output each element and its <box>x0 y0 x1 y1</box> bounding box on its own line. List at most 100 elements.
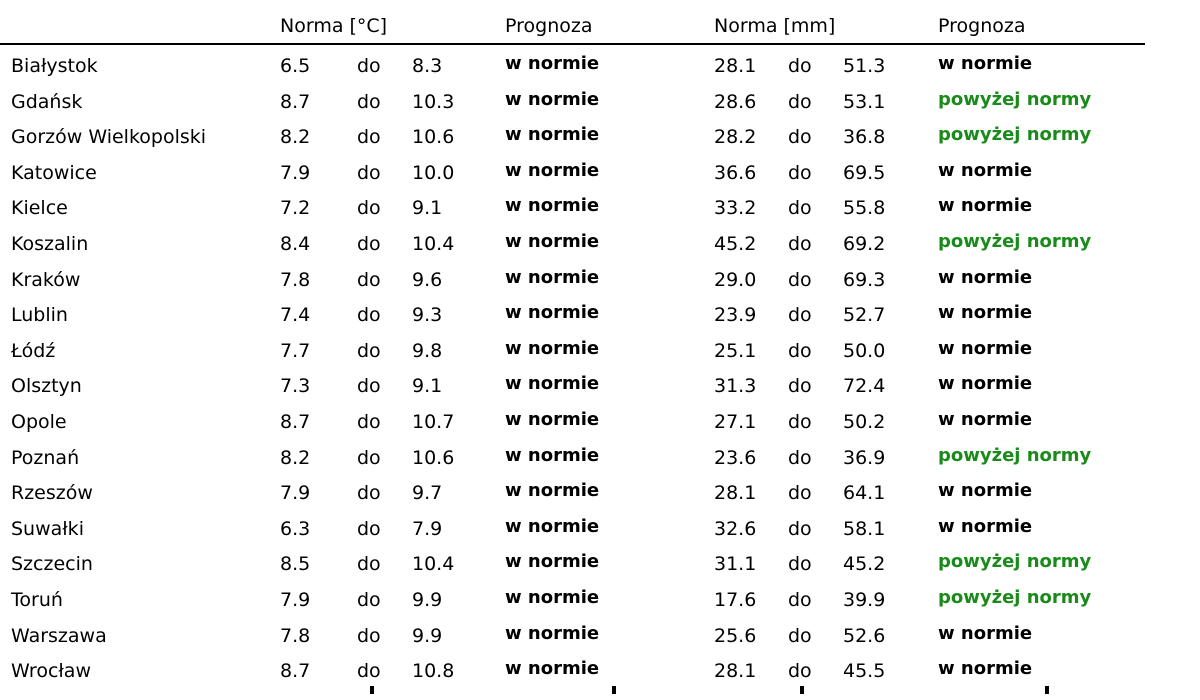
precip-forecast: w normie <box>938 622 1033 644</box>
temp-range-word: do <box>357 446 381 469</box>
temp-range-word: do <box>357 55 381 77</box>
precip-range-word: do <box>788 126 812 149</box>
temp-norm-max: 9.8 <box>412 339 443 362</box>
temp-range-word: do <box>357 268 381 291</box>
precip-norm-min: 28.1 <box>714 482 757 505</box>
temp-norm-min: 8.7 <box>280 90 311 113</box>
precip-norm-min: 25.6 <box>714 624 757 647</box>
temp-forecast: w normie <box>505 409 600 430</box>
temp-norm-max: 9.9 <box>412 589 443 611</box>
temp-range-word: do <box>357 375 381 398</box>
temp-norm-max: 9.9 <box>412 624 443 647</box>
temp-range-word: do <box>357 304 381 327</box>
header-precip-forecast: Prognoza <box>938 15 1026 37</box>
table-row: Gdańsk 8.7 do 10.3 w normie 28.6 do 53.1 powyżej… <box>0 84 1200 120</box>
precip-norm-min: 28.1 <box>714 660 757 683</box>
temp-forecast: w normie <box>505 373 600 395</box>
precip-norm-max: 50.0 <box>843 339 886 362</box>
precip-forecast: powyżej normy <box>938 444 1092 466</box>
table-row: Lublin 7.4 do 9.3 w normie 23.9 do 52.7 w normie <box>0 297 1200 333</box>
table-row: Toruń 7.9 do 9.9 w normie 17.6 do 39.9 powyżej n… <box>0 582 1200 618</box>
precip-norm-max: 64.1 <box>843 482 886 505</box>
precip-norm-min: 28.1 <box>714 55 757 77</box>
city-name: Białystok <box>11 55 98 77</box>
city-name: Szczecin <box>11 553 93 576</box>
temp-forecast: w normie <box>505 622 600 644</box>
table-row: Suwałki 6.3 do 7.9 w normie 32.6 do 58.1 w normi… <box>0 511 1200 547</box>
temp-range-word: do <box>357 589 381 611</box>
temp-range-word: do <box>357 233 381 255</box>
temp-norm-max: 7.9 <box>412 517 443 540</box>
precip-range-word: do <box>788 339 812 362</box>
table-row: Szczecin 8.5 do 10.4 w normie 31.1 do 45.2 powyż… <box>0 546 1200 582</box>
precip-norm-max: 45.2 <box>843 553 886 576</box>
temp-forecast: w normie <box>505 444 600 466</box>
temp-forecast: w normie <box>505 480 600 502</box>
precip-norm-min: 23.9 <box>714 304 757 327</box>
city-name: Kraków <box>11 268 81 291</box>
temp-norm-min: 7.9 <box>280 482 311 505</box>
temp-range-word: do <box>357 161 381 184</box>
temp-norm-min: 8.2 <box>280 446 311 469</box>
temp-norm-max: 9.1 <box>412 197 443 220</box>
city-name: Opole <box>11 411 67 433</box>
temp-norm-max: 10.4 <box>412 233 455 255</box>
temp-norm-min: 7.8 <box>280 624 311 647</box>
city-name: Wrocław <box>11 660 91 683</box>
precip-norm-min: 31.1 <box>714 553 757 576</box>
header-precip-norm: Norma [mm] <box>714 15 836 37</box>
precip-range-word: do <box>788 482 812 505</box>
temp-norm-min: 7.2 <box>280 197 311 220</box>
temp-norm-min: 8.5 <box>280 553 311 576</box>
temp-range-word: do <box>357 339 381 362</box>
precip-norm-max: 55.8 <box>843 197 886 220</box>
city-name: Poznań <box>11 446 80 469</box>
temp-norm-max: 10.7 <box>412 411 455 433</box>
temp-forecast: w normie <box>505 515 600 537</box>
precip-forecast: w normie <box>938 53 1033 74</box>
precip-norm-min: 23.6 <box>714 446 757 469</box>
precip-norm-max: 53.1 <box>843 90 886 113</box>
temp-norm-max: 10.4 <box>412 553 455 576</box>
temp-range-word: do <box>357 624 381 647</box>
precip-norm-max: 52.7 <box>843 304 886 327</box>
temp-norm-max: 10.0 <box>412 161 455 184</box>
precip-norm-min: 45.2 <box>714 233 757 255</box>
precip-norm-min: 28.2 <box>714 126 757 149</box>
precip-range-word: do <box>788 446 812 469</box>
temp-forecast: w normie <box>505 266 600 288</box>
temp-range-word: do <box>357 197 381 220</box>
precip-norm-max: 51.3 <box>843 55 886 77</box>
temp-forecast: w normie <box>505 587 600 608</box>
precip-forecast: w normie <box>938 302 1033 324</box>
precip-forecast: w normie <box>938 337 1033 359</box>
temp-norm-max: 10.6 <box>412 126 455 149</box>
precip-norm-max: 50.2 <box>843 411 886 433</box>
precip-forecast: w normie <box>938 658 1033 680</box>
table-row: Katowice 7.9 do 10.0 w normie 36.6 do 69.5 w nor… <box>0 155 1200 191</box>
table-row: Koszalin 8.4 do 10.4 w normie 45.2 do 69.2 powyż… <box>0 226 1200 262</box>
temp-norm-max: 10.3 <box>412 90 455 113</box>
city-name: Koszalin <box>11 233 89 255</box>
table-row: Kielce 7.2 do 9.1 w normie 33.2 do 55.8 w normie <box>0 190 1200 226</box>
precip-range-word: do <box>788 55 812 77</box>
precip-forecast: powyżej normy <box>938 587 1092 608</box>
precip-range-word: do <box>788 161 812 184</box>
precip-range-word: do <box>788 517 812 540</box>
temp-range-word: do <box>357 90 381 113</box>
precip-range-word: do <box>788 553 812 576</box>
precip-norm-max: 45.5 <box>843 660 886 683</box>
precip-norm-max: 58.1 <box>843 517 886 540</box>
precip-norm-min: 36.6 <box>714 161 757 184</box>
temp-norm-min: 7.9 <box>280 161 311 184</box>
temp-norm-max: 10.8 <box>412 660 455 683</box>
city-name: Rzeszów <box>11 482 93 505</box>
temp-forecast: w normie <box>505 337 600 359</box>
table-row: Warszawa 7.8 do 9.9 w normie 25.6 do 52.6 w norm… <box>0 618 1200 654</box>
header-temp-forecast: Prognoza <box>505 15 593 37</box>
temp-forecast: w normie <box>505 53 600 74</box>
temp-range-word: do <box>357 411 381 433</box>
precip-range-word: do <box>788 90 812 113</box>
temp-range-word: do <box>357 482 381 505</box>
